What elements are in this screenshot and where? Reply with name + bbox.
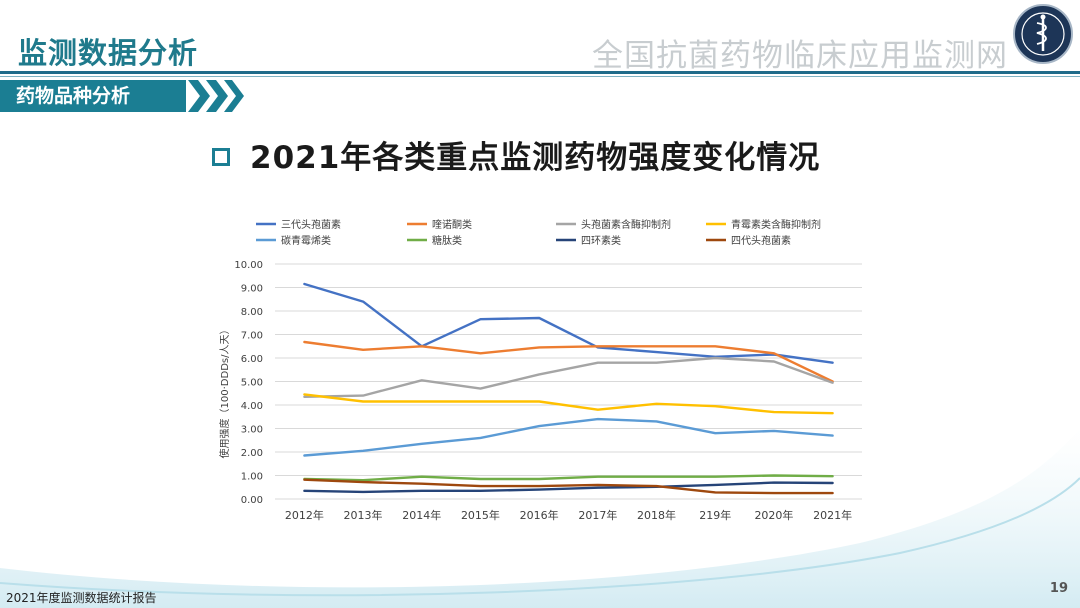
x-tick-label: 2021年 (813, 508, 852, 522)
series-line-5 (303, 417, 834, 457)
x-tick-label: 219年 (699, 508, 731, 522)
y-tick-label: 2.00 (241, 448, 263, 459)
y-tick-label: 6.00 (241, 354, 263, 365)
series-line-2 (303, 340, 834, 383)
x-tick-label: 2014年 (402, 508, 441, 522)
series-line-6 (303, 474, 834, 482)
series-line-3 (303, 356, 834, 398)
x-tick-label: 2012年 (285, 508, 324, 522)
y-tick-label: 4.00 (241, 401, 263, 412)
header-rule-thin (0, 76, 1080, 77)
legend-label: 头孢菌素含酶抑制剂 (581, 218, 671, 231)
x-tick-label: 2016年 (520, 508, 559, 522)
x-tick-label: 2017年 (578, 508, 617, 522)
series-line-4 (303, 393, 834, 415)
y-tick-label: 0.00 (241, 495, 263, 506)
legend-label: 四环素类 (581, 234, 621, 247)
series-line-8 (303, 478, 834, 495)
chevron-arrows-icon (188, 80, 244, 112)
y-tick-label: 9.00 (241, 284, 263, 295)
x-tick-label: 2018年 (637, 508, 676, 522)
y-tick-label: 10.00 (234, 260, 263, 271)
y-tick-label: 1.00 (241, 472, 263, 483)
legend-label: 青霉素类含酶抑制剂 (731, 218, 821, 231)
footer-report-title: 2021年度监测数据统计报告 (6, 591, 157, 605)
x-tick-label: 2015年 (461, 508, 500, 522)
series-line-7 (303, 481, 834, 494)
x-tick-label: 2020年 (754, 508, 793, 522)
series-line-1 (303, 282, 834, 364)
legend-label: 碳青霉烯类 (281, 234, 331, 247)
y-axis-label: 使用强度（100·DDDs/人天） (218, 325, 231, 459)
site-name: 全国抗菌药物临床应用监测网 (592, 38, 1008, 74)
legend-label: 糖肽类 (432, 234, 462, 247)
y-tick-label: 3.00 (241, 425, 263, 436)
y-tick-label: 7.00 (241, 331, 263, 342)
y-tick-label: 5.00 (241, 378, 263, 389)
section-banner: 药物品种分析 (0, 80, 186, 112)
square-bullet-icon (212, 147, 230, 166)
y-tick-label: 8.00 (241, 307, 263, 318)
page-number: 19 (1049, 581, 1068, 596)
legend-label: 三代头孢菌素 (281, 218, 341, 231)
network-logo (1013, 4, 1073, 64)
slide-heading-text: 2021年各类重点监测药物强度变化情况 (250, 140, 821, 176)
header-title: 监测数据分析 (18, 36, 199, 70)
slide-heading: 2021年各类重点监测药物强度变化情况 (212, 132, 820, 177)
legend-label: 四代头孢菌素 (731, 234, 791, 247)
legend-label: 喹诺酮类 (432, 218, 472, 231)
header-rule (0, 71, 1080, 74)
x-tick-label: 2013年 (344, 508, 383, 522)
